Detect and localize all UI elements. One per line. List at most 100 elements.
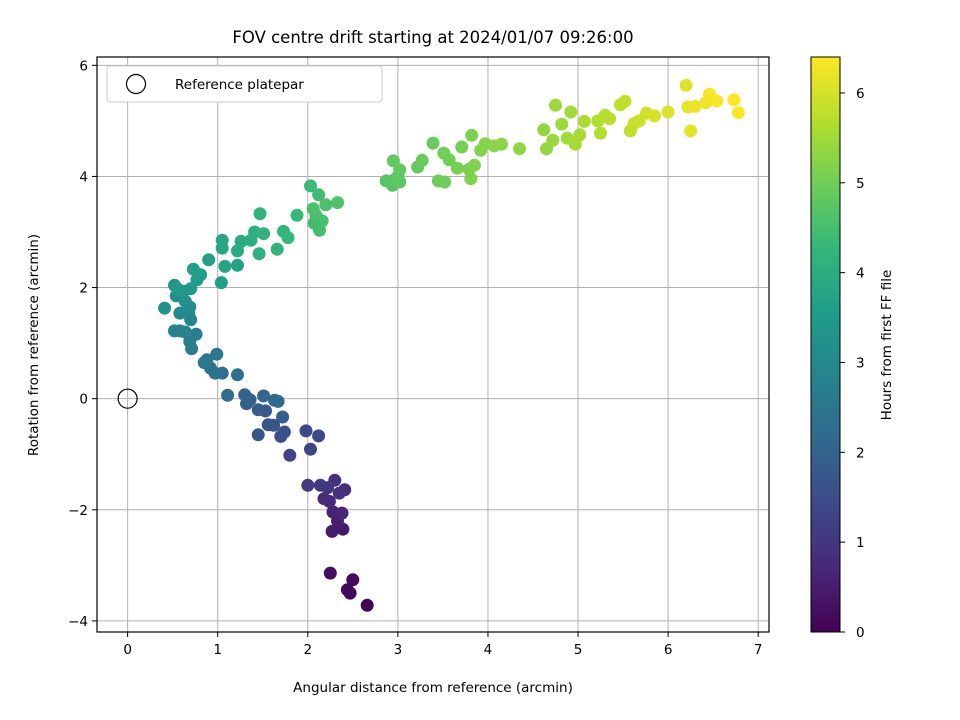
data-point	[731, 106, 745, 120]
data-point	[301, 478, 315, 492]
data-point	[317, 492, 331, 506]
legend: Reference platepar	[106, 65, 383, 103]
data-point	[251, 428, 265, 442]
data-point	[393, 163, 407, 177]
data-point	[315, 214, 329, 228]
data-point	[393, 175, 407, 189]
data-point	[688, 99, 702, 113]
data-point	[573, 128, 587, 142]
data-point	[283, 448, 297, 462]
data-point	[679, 78, 693, 92]
colorbar-tick-label: 0	[856, 625, 865, 641]
data-point	[261, 418, 275, 432]
colorbar-tick-label: 1	[856, 535, 865, 551]
data-point	[304, 442, 317, 456]
data-point	[442, 153, 456, 167]
data-point	[346, 573, 360, 587]
data-point	[710, 94, 724, 108]
data-point	[603, 112, 617, 126]
data-point	[495, 137, 508, 151]
data-point	[684, 124, 698, 138]
data-point	[215, 233, 229, 247]
y-tick-label: 2	[79, 281, 88, 297]
x-axis-label: Angular distance from reference (arcmin)	[293, 680, 573, 696]
y-tick-label: 0	[79, 392, 88, 408]
data-point	[238, 388, 252, 402]
data-point	[210, 347, 224, 361]
plot-frame	[96, 56, 770, 633]
y-axis-ticks: −4 −2 0 2 4 6	[68, 58, 97, 630]
data-point	[299, 424, 313, 438]
data-point	[549, 98, 562, 112]
colorbar-tick-label: 3	[856, 355, 865, 371]
data-point	[290, 208, 304, 222]
data-point	[312, 188, 326, 202]
x-tick-label: 6	[664, 642, 673, 658]
chart-title: FOV centre drift starting at 2024/01/07 …	[232, 28, 633, 47]
y-axis-label: Rotation from reference (arcmin)	[26, 234, 42, 456]
data-point	[464, 172, 478, 186]
data-point	[555, 117, 569, 131]
data-point	[306, 202, 320, 216]
legend-marker-icon	[125, 73, 147, 95]
grid-lines	[97, 57, 769, 632]
reference-point	[117, 388, 138, 409]
data-point	[415, 153, 429, 167]
data-point	[277, 425, 291, 439]
data-point	[271, 394, 285, 408]
data-point	[450, 161, 464, 175]
data-point	[276, 410, 290, 424]
data-point	[231, 368, 244, 382]
data-point	[325, 524, 339, 538]
data-point	[323, 566, 337, 580]
data-point	[661, 105, 675, 119]
legend-label: Reference platepar	[175, 77, 304, 93]
data-point	[252, 247, 266, 261]
data-point	[335, 506, 349, 520]
data-point	[467, 158, 481, 172]
colorbar-tick-label: 4	[856, 266, 865, 282]
y-tick-label: −2	[68, 503, 88, 519]
data-point	[313, 478, 327, 492]
data-point	[379, 174, 393, 188]
data-point	[214, 276, 228, 290]
data-point	[158, 301, 172, 315]
data-point	[178, 294, 192, 308]
colorbar-tick-label: 2	[856, 445, 865, 461]
x-tick-label: 3	[394, 642, 403, 658]
data-point	[178, 325, 192, 339]
data-point	[304, 179, 317, 193]
colorbar: 0 1 2 3 4 5 6 Hours from first FF file	[810, 56, 895, 641]
data-point	[465, 128, 479, 142]
colorbar-label: Hours from first FF file	[879, 270, 895, 421]
x-tick-label: 2	[303, 642, 312, 658]
data-point	[257, 389, 271, 403]
data-point	[319, 198, 333, 212]
data-point	[234, 234, 248, 248]
data-point	[455, 140, 469, 154]
data-point	[577, 114, 591, 128]
data-point	[513, 142, 526, 156]
data-point	[360, 598, 374, 612]
data-point	[202, 253, 216, 267]
data-point	[426, 136, 440, 150]
data-point	[340, 583, 354, 597]
x-tick-label: 7	[754, 642, 763, 658]
data-point	[173, 306, 187, 320]
y-tick-label: −4	[68, 614, 88, 630]
x-axis-ticks: 0 1 2 3 4 5 6 7	[123, 632, 762, 658]
data-point	[168, 324, 181, 338]
data-point	[564, 105, 578, 119]
data-point	[231, 258, 244, 272]
data-point	[312, 429, 326, 443]
x-tick-label: 5	[574, 642, 583, 658]
data-point	[270, 242, 284, 256]
data-point	[537, 123, 551, 137]
data-points	[158, 78, 745, 612]
data-point	[257, 227, 271, 241]
data-point	[438, 175, 452, 189]
x-tick-label: 0	[123, 642, 132, 658]
data-point	[281, 231, 295, 245]
data-point	[546, 133, 560, 147]
